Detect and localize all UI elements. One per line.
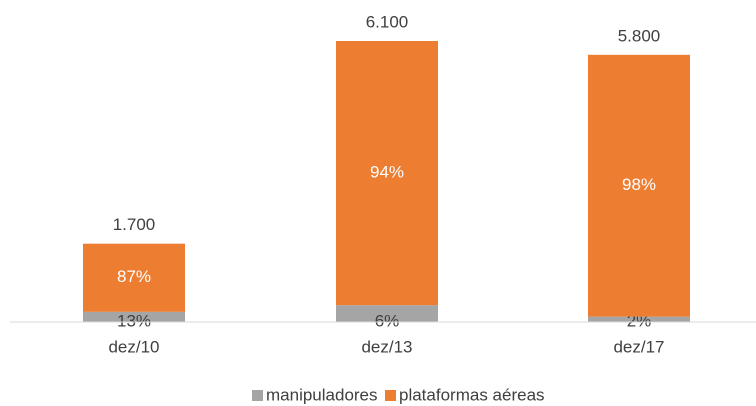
bar-segment (336, 305, 438, 322)
x-tick-label: dez/10 (108, 337, 159, 356)
bar-segment (588, 54, 690, 317)
total-label: 1.700 (113, 215, 156, 234)
bar-segment (588, 316, 690, 322)
bar-segment (83, 311, 185, 322)
value-label: 87% (117, 267, 151, 286)
bar-segment (336, 41, 438, 306)
legend-swatch (252, 390, 263, 401)
x-tick-label: dez/17 (613, 337, 664, 356)
value-label: 13% (117, 311, 151, 330)
legend-swatch (385, 390, 396, 401)
value-label: 6% (375, 311, 400, 330)
legend-label: manipuladores (266, 385, 378, 404)
value-label: 98% (622, 175, 656, 194)
legend-label: plataformas aéreas (399, 385, 545, 404)
value-label: 94% (370, 163, 404, 182)
total-label: 6.100 (366, 12, 409, 31)
bar-segment (83, 243, 185, 312)
x-tick-label: dez/13 (361, 337, 412, 356)
total-label: 5.800 (618, 26, 661, 45)
